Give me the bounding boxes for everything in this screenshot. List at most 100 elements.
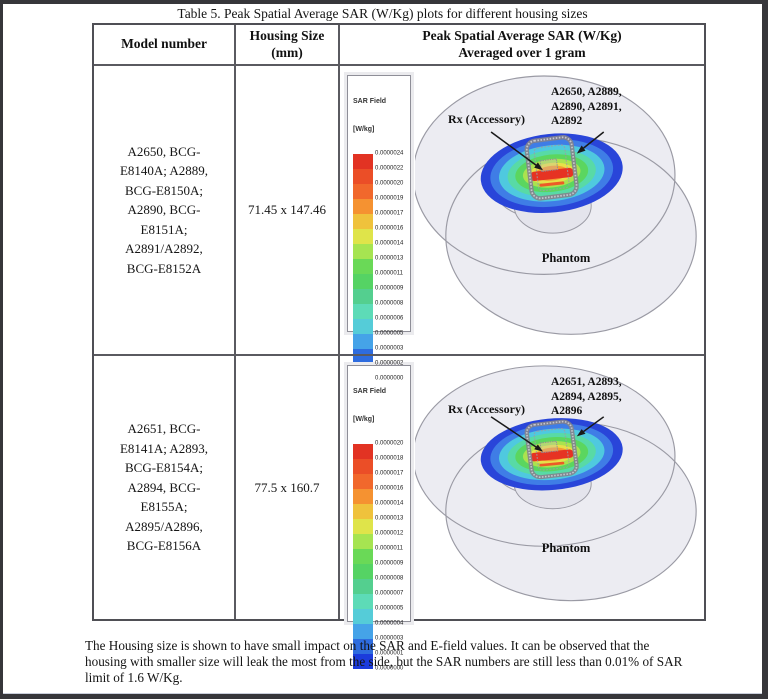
scale-value: 0.0000016: [375, 485, 404, 492]
sar-plot-cell: SAR Field [W/kg] 0.0000020 0.0000018 0.000…: [338, 356, 704, 672]
rx-accessory-label: Rx (Accessory): [448, 112, 525, 126]
housing-size-cell: 77.5 x 160.7: [234, 356, 338, 619]
colorbar-band: [353, 334, 373, 349]
scale-value: 0.0000004: [375, 620, 404, 627]
scale-value: 0.0000008: [375, 575, 404, 582]
scale-value: 0.0000005: [375, 605, 404, 612]
coil-region: [539, 158, 559, 173]
header-model-number: Model number: [121, 36, 207, 52]
annotation-arrows: [490, 416, 605, 452]
model-number-cell: A2651, BCG- E8141A; A2893, BCG-E8154A; A…: [119, 421, 209, 554]
table-header-row: Model number Housing Size (mm) Peak Spat…: [94, 25, 704, 64]
scale-value: 0.0000018: [375, 455, 404, 462]
colorbar-band: [353, 519, 373, 534]
rx-device-wireframe: [524, 135, 579, 201]
rx-arrow: [490, 416, 537, 448]
legend-unit: [W/kg]: [353, 126, 375, 133]
colorbar-band: [353, 289, 373, 304]
phantom-label: Phantom: [541, 541, 591, 555]
colorbar-band: [353, 534, 373, 549]
header-peak-sar: Peak Spatial Average SAR (W/Kg) Averaged…: [338, 25, 704, 64]
scale-value: 0.0000008: [375, 300, 404, 307]
colorbar-band: [353, 169, 373, 184]
sar-field-legend: SAR Field [W/kg] 0.0000020 0.0000018 0.000…: [347, 365, 411, 672]
coil-region: [539, 440, 559, 454]
scale-value: 0.0000007: [375, 590, 404, 597]
annotation-arrows: [490, 131, 605, 171]
colorbar-band: [353, 609, 373, 624]
table-caption: Table 5. Peak Spatial Average SAR (W/Kg)…: [177, 6, 588, 21]
models-arrow: [583, 131, 605, 149]
sar-table: Model number Housing Size (mm) Peak Spat…: [92, 23, 706, 672]
scale-value: 0.0000024: [375, 150, 404, 157]
colorbar-band: [353, 229, 373, 244]
scale-value: 0.0000009: [375, 560, 404, 567]
legend-title: SAR Field: [353, 98, 387, 105]
colorbar-band: [353, 199, 373, 214]
colorbar-band: [353, 459, 373, 474]
legend-title: SAR Field: [353, 388, 387, 395]
housing-size-cell: 71.45 x 147.46: [234, 66, 338, 354]
scale-value: 0.0000020: [375, 180, 404, 187]
colorbar-band: [353, 154, 373, 169]
scale-value: 0.0000019: [375, 195, 404, 202]
scale-value: 0.0000003: [375, 635, 404, 642]
document-page: Table 5. Peak Spatial Average SAR (W/Kg)…: [3, 4, 762, 694]
scale-value: 0.0000017: [375, 470, 404, 477]
scale-value: 0.0000013: [375, 255, 404, 262]
colorbar-band: [353, 259, 373, 274]
legend-bar-wrap: 0.0000024 0.0000022 0.0000020 0.0000019 0.00…: [353, 150, 409, 382]
rx-accessory-label: Rx (Accessory): [448, 402, 525, 416]
scale-value: 0.0000001: [375, 650, 404, 657]
colorbar-band: [353, 214, 373, 229]
scale-value: 0.0000014: [375, 240, 404, 247]
scale-value: 0.0000011: [375, 545, 403, 552]
scale-value: 0.0000011: [375, 270, 403, 277]
colorbar-band: [353, 639, 373, 654]
colorbar-band: [353, 549, 373, 564]
model-annotation-label: A2651, A2893, A2894, A2895, A2896: [551, 376, 622, 417]
colorbar-band: [353, 624, 373, 639]
table-row: A2651, BCG- E8141A; A2893, BCG-E8154A; A…: [94, 354, 704, 672]
scale-value: 0.0000000: [375, 375, 404, 382]
colorbar-band: [353, 304, 373, 319]
phantom-label: Phantom: [541, 251, 591, 265]
phantom-plot: A2650, A2889, A2890, A2891, A2892 Rx (Ac…: [415, 75, 700, 350]
colorbar-band: [353, 349, 373, 364]
scale-value: 0.0000012: [375, 530, 404, 537]
legend-bar-wrap: 0.0000020 0.0000018 0.0000017 0.0000016 0.00…: [353, 441, 408, 672]
scale-value: 0.0000014: [375, 500, 404, 507]
model-annotation-label: A2650, A2889, A2890, A2891, A2892: [551, 86, 622, 127]
models-arrow: [583, 416, 605, 433]
sar-colorbar: [353, 444, 373, 669]
colorbar-band: [353, 504, 373, 519]
scale-value: 0.0000017: [375, 210, 404, 217]
scale-value: 0.0000002: [375, 360, 404, 367]
sar-plot-cell: SAR Field [W/kg] 0.0000024 0.0000022 0.000…: [338, 66, 704, 382]
scale-value: 0.0000013: [375, 515, 404, 522]
scale-value: 0.0000022: [375, 165, 404, 172]
scale-value: 0.0000009: [375, 285, 404, 292]
scale-value: 0.0000006: [375, 315, 404, 322]
colorbar-band: [353, 319, 373, 334]
scale-value: 0.0000000: [375, 665, 404, 672]
colorbar-band: [353, 564, 373, 579]
footer-paragraph: The Housing size is shown to have small …: [85, 638, 683, 686]
colorbar-band: [353, 474, 373, 489]
colorbar-band: [353, 654, 373, 669]
colorbar-band: [353, 244, 373, 259]
colorbar-band: [353, 274, 373, 289]
model-number-cell: A2650, BCG- E8140A; A2889, BCG-E8150A; A…: [119, 143, 209, 276]
sar-simulation-graphic: [415, 75, 697, 335]
scale-value: 0.0000003: [375, 345, 404, 352]
colorbar-band: [353, 594, 373, 609]
colorbar-band: [353, 579, 373, 594]
sar-colorbar: [353, 154, 373, 379]
table-row: A2650, BCG- E8140A; A2889, BCG-E8150A; A…: [94, 64, 704, 382]
phantom-plot: A2651, A2893, A2894, A2895, A2896 Rx (Ac…: [415, 365, 700, 615]
sar-field-legend: SAR Field [W/kg] 0.0000024 0.0000022 0.000…: [347, 75, 411, 382]
sar-scale-labels: 0.0000024 0.0000022 0.0000020 0.0000019 0.00…: [373, 150, 409, 382]
colorbar-band: [353, 444, 373, 459]
scale-value: 0.0000005: [375, 330, 404, 337]
